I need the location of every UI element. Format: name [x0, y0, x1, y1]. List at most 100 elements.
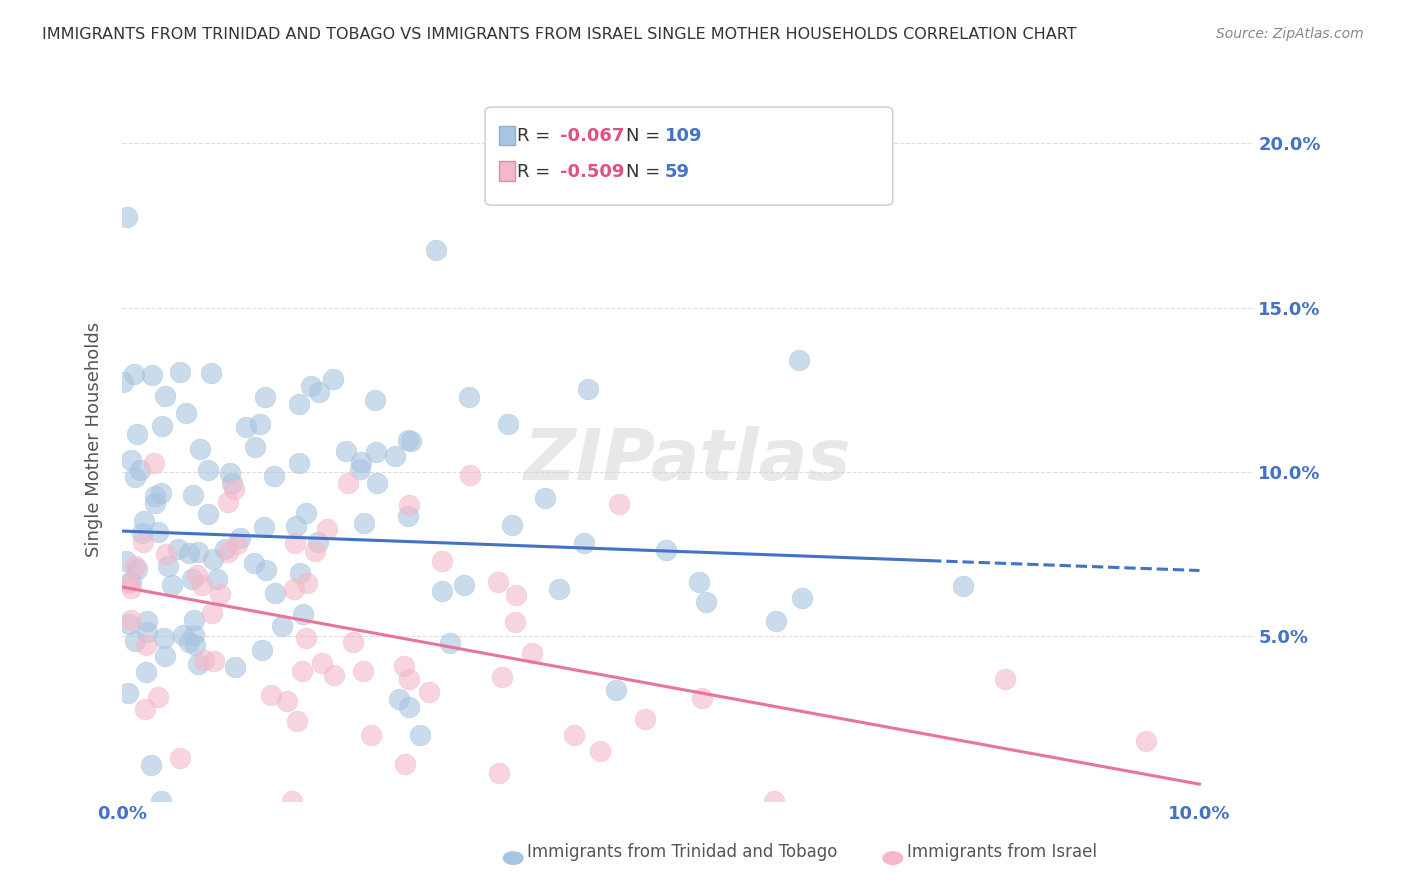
Text: Immigrants from Trinidad and Tobago: Immigrants from Trinidad and Tobago [527, 843, 838, 861]
Point [398, 700, 420, 714]
Point [193, 653, 215, 667]
Point [388, 691, 411, 706]
Point [576, 382, 599, 396]
Point [221, 475, 243, 490]
Point [136, 614, 159, 628]
Point [366, 475, 388, 490]
Point [177, 546, 200, 560]
Point [294, 506, 316, 520]
Text: R =: R = [517, 163, 557, 181]
Point [688, 574, 710, 589]
Point [134, 514, 156, 528]
Point [364, 393, 387, 408]
Point [1135, 734, 1157, 748]
Point [460, 468, 482, 483]
Point [307, 535, 329, 549]
Point [394, 659, 416, 673]
Point [122, 367, 145, 381]
Point [695, 594, 717, 608]
Point [505, 588, 527, 602]
Point [534, 491, 557, 505]
Point [120, 453, 142, 467]
Point [394, 756, 416, 771]
Point [398, 499, 420, 513]
Point [364, 444, 387, 458]
Point [290, 566, 312, 581]
Point [634, 712, 657, 726]
Point [153, 389, 176, 403]
Point [181, 572, 204, 586]
Point [135, 624, 157, 639]
Point [186, 568, 208, 582]
Point [115, 554, 138, 568]
Point [184, 638, 207, 652]
Point [219, 466, 242, 480]
Point [609, 497, 631, 511]
Point [263, 469, 285, 483]
Point [150, 485, 173, 500]
Text: N =: N = [626, 128, 665, 145]
Text: -0.067: -0.067 [560, 128, 624, 145]
Point [124, 469, 146, 483]
Point [281, 794, 304, 808]
Point [148, 524, 170, 539]
Point [208, 587, 231, 601]
Point [496, 417, 519, 432]
Point [276, 694, 298, 708]
Point [349, 461, 371, 475]
Point [134, 702, 156, 716]
Point [187, 545, 209, 559]
Point [315, 522, 337, 536]
Point [311, 656, 333, 670]
Point [589, 744, 612, 758]
Point [488, 766, 510, 780]
Point [243, 557, 266, 571]
Point [396, 434, 419, 448]
Point [264, 586, 287, 600]
Point [235, 420, 257, 434]
Point [491, 670, 513, 684]
Point [166, 541, 188, 556]
Point [297, 575, 319, 590]
Point [125, 562, 148, 576]
Point [765, 614, 787, 628]
Point [994, 672, 1017, 686]
Point [132, 535, 155, 549]
Point [790, 591, 813, 606]
Point [453, 577, 475, 591]
Point [188, 442, 211, 457]
Point [335, 444, 357, 458]
Point [299, 378, 322, 392]
Point [430, 554, 453, 568]
Point [120, 613, 142, 627]
Point [322, 668, 344, 682]
Point [183, 628, 205, 642]
Point [197, 507, 219, 521]
Text: 109: 109 [665, 128, 703, 145]
Point [155, 648, 177, 663]
Point [191, 578, 214, 592]
Point [153, 631, 176, 645]
Point [118, 616, 141, 631]
Point [342, 634, 364, 648]
Point [605, 682, 627, 697]
Point [763, 794, 786, 808]
Text: Immigrants from Israel: Immigrants from Israel [907, 843, 1097, 861]
Text: R =: R = [517, 128, 557, 145]
Point [120, 574, 142, 589]
Point [217, 545, 239, 559]
Point [169, 365, 191, 379]
Point [457, 390, 479, 404]
Point [131, 525, 153, 540]
Point [322, 371, 344, 385]
Point [308, 385, 330, 400]
Point [285, 714, 308, 728]
Point [149, 794, 172, 808]
Text: -0.509: -0.509 [560, 163, 624, 181]
Point [418, 684, 440, 698]
Point [143, 489, 166, 503]
Point [952, 578, 974, 592]
Point [547, 582, 569, 596]
Point [226, 537, 249, 551]
Point [520, 646, 543, 660]
